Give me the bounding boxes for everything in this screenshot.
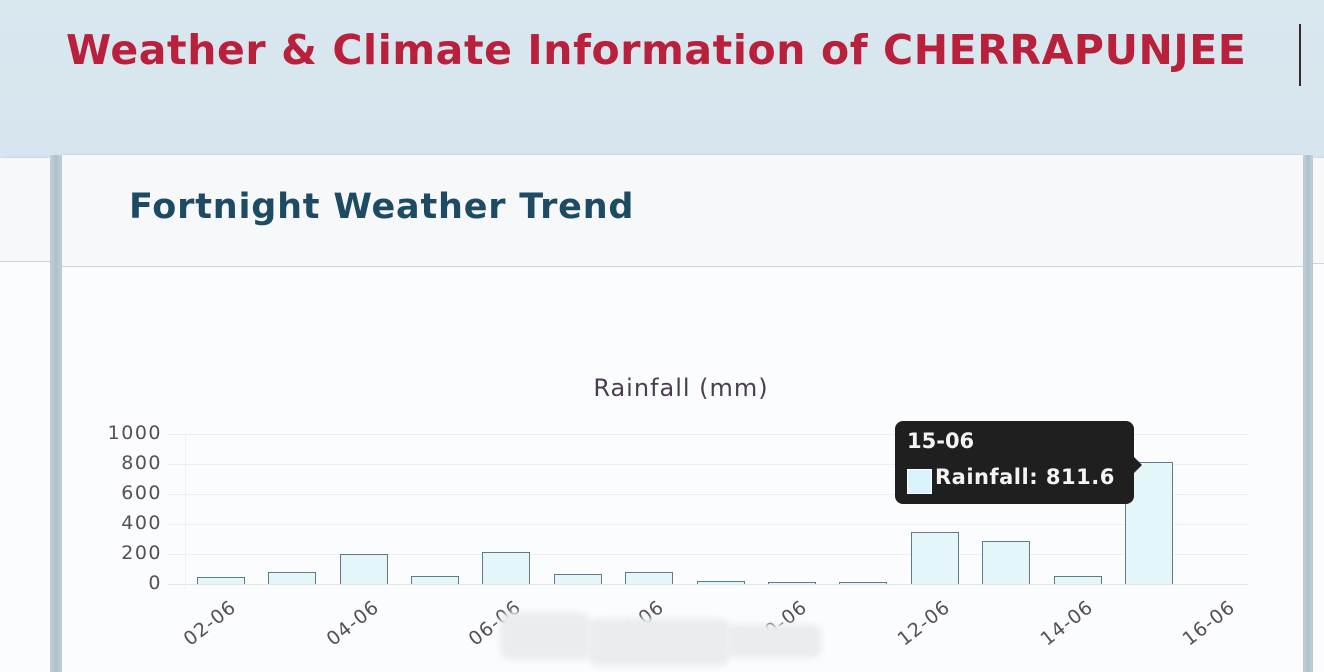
next-card	[1313, 158, 1324, 672]
page-title: Weather & Climate Information of CHERRAP…	[66, 26, 1247, 74]
next-card-header	[1313, 158, 1324, 264]
text-cursor	[1299, 24, 1301, 86]
previous-card	[0, 158, 50, 672]
previous-card-header	[0, 158, 50, 262]
panel-gutter-right	[1303, 155, 1313, 672]
card-header: Fortnight Weather Trend	[62, 155, 1303, 267]
panel-gutter-left	[50, 155, 62, 672]
fortnight-weather-card: Fortnight Weather Trend	[62, 155, 1303, 672]
card-title: Fortnight Weather Trend	[129, 187, 635, 227]
